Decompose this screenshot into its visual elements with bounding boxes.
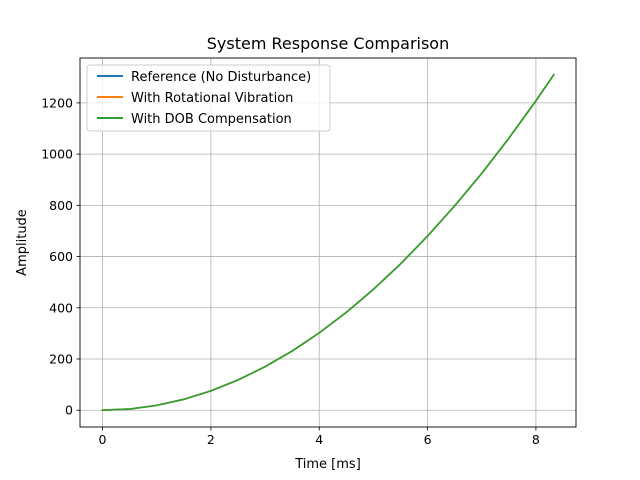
series-lines bbox=[101, 73, 555, 412]
plot-frame bbox=[79, 57, 577, 428]
y-tick-label: 200 bbox=[49, 352, 73, 367]
legend-box bbox=[86, 64, 331, 132]
y-tick-label: 1000 bbox=[41, 147, 73, 162]
axis-ticks: 0 2 4 6 8 0 200 400 600 800 1000 1200 bbox=[41, 95, 540, 447]
legend-label-rotational-vibration: With Rotational Vibration bbox=[131, 91, 293, 106]
y-tick-label: 0 bbox=[65, 403, 73, 418]
x-axis-label: Time [ms] bbox=[294, 457, 361, 472]
legend: Reference (No Disturbance) With Rotation… bbox=[86, 64, 331, 132]
series-line-with-dob-compensation bbox=[101, 73, 555, 412]
y-axis-label: Amplitude bbox=[15, 209, 30, 276]
x-tick-label: 2 bbox=[207, 432, 215, 447]
legend-label-dob-compensation: With DOB Compensation bbox=[131, 112, 292, 127]
legend-label-reference: Reference (No Disturbance) bbox=[131, 70, 311, 85]
y-tick-label: 400 bbox=[49, 300, 73, 315]
x-tick-label: 4 bbox=[315, 432, 323, 447]
y-tick-label: 1200 bbox=[41, 95, 73, 110]
y-tick-label: 600 bbox=[49, 249, 73, 264]
y-tick-label: 800 bbox=[49, 198, 73, 213]
chart-title: System Response Comparison bbox=[207, 34, 449, 53]
x-tick-label: 8 bbox=[532, 432, 540, 447]
x-tick-label: 6 bbox=[424, 432, 432, 447]
x-tick-label: 0 bbox=[99, 432, 107, 447]
